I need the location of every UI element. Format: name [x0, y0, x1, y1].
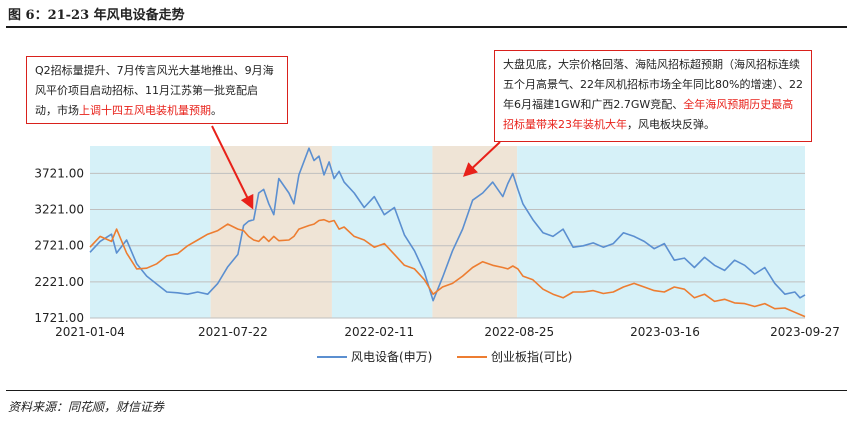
- y-tick-labels: 1721.00 2221.00 2721.00 3221.00 3721.00: [34, 166, 84, 325]
- x-tick-label-0: 2021-01-04: [55, 325, 125, 339]
- annotation-left-highlight: 上调十四五风电装机量预期: [79, 104, 211, 117]
- x-tick-label-3: 2022-08-25: [484, 325, 554, 339]
- annotation-arrow-right: [462, 141, 501, 177]
- shaded-period-1: [210, 146, 332, 318]
- annotation-left-text: Q2招标量提升、7月传言风光大基地推出、9月海风平价项目启动招标、11月江苏第一…: [35, 64, 274, 117]
- x-tick-label-5: 2023-09-27: [770, 325, 840, 339]
- grid-lines: [90, 172, 805, 319]
- shaded-period-3: [432, 146, 518, 318]
- annotation-left-tail: 。: [211, 104, 222, 117]
- annotation-left: Q2招标量提升、7月传言风光大基地推出、9月海风平价项目启动招标、11月江苏第一…: [26, 56, 288, 124]
- legend-label-1: 创业板指(可比): [491, 349, 572, 364]
- source-note: 资料来源：同花顺，财信证券: [8, 400, 165, 414]
- x-tick-label-2: 2022-02-11: [344, 325, 414, 339]
- shaded-period-2: [331, 146, 433, 318]
- source-rule: [6, 390, 847, 391]
- annotation-right: 大盘见底，大宗价格回落、海陆风招标超预期（海风招标连续五个月高景气、22年风机招…: [494, 50, 812, 142]
- annotation-right-text: 大盘见底，大宗价格回落、海陆风招标超预期（海风招标连续五个月高景气、22年风机招…: [503, 58, 803, 111]
- legend: 风电设备(申万) 创业板指(可比): [317, 349, 572, 364]
- y-tick-label-1: 2221.00: [34, 275, 84, 289]
- x-tick-labels: 2021-01-04 2021-07-22 2022-02-11 2022-08-25…: [55, 325, 840, 339]
- figure-title: 图 6：21-23 年风电设备走势: [8, 8, 185, 23]
- shaded-periods: [90, 146, 805, 318]
- annotation-right-tail: ，风电板块反弹。: [627, 118, 715, 131]
- legend-label-0: 风电设备(申万): [351, 350, 432, 364]
- y-tick-label-0: 1721.00: [34, 311, 84, 325]
- x-tick-label-1: 2021-07-22: [198, 325, 268, 339]
- x-tick-label-4: 2023-03-16: [630, 325, 700, 339]
- annotation-arrows: [211, 125, 501, 210]
- y-tick-label-2: 2721.00: [34, 239, 84, 253]
- annotation-right-highlight: 全年海风预期历史最高招标量带来23年装机大年: [503, 98, 794, 131]
- y-tick-label-3: 3221.00: [34, 203, 84, 217]
- shaded-period-0: [90, 146, 211, 318]
- title-rule: [6, 26, 847, 28]
- annotation-arrow-left: [211, 125, 254, 210]
- series-lines: [89, 147, 806, 318]
- y-tick-label-4: 3721.00: [34, 166, 84, 180]
- series-line-wind-equipment: [89, 147, 806, 302]
- chart: 1721.00 2221.00 2721.00 3221.00 3721.00 2021…: [34, 125, 840, 364]
- series-line-chinext: [89, 218, 806, 318]
